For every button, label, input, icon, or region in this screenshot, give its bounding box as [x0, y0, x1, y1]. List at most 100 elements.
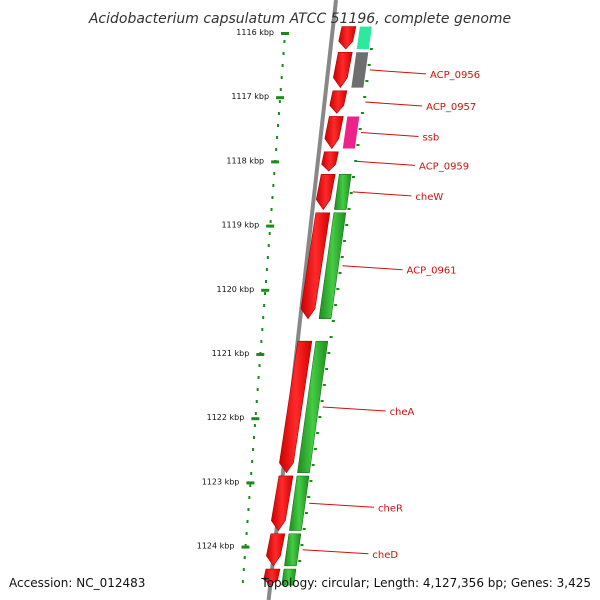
feature-ruler-dot [336, 288, 340, 290]
ruler-tick-label: 1122 kbp [207, 413, 245, 422]
feature-ruler-dot [316, 432, 320, 434]
ruler-dot [278, 100, 281, 103]
feature-ruler-dot [334, 304, 338, 306]
feature-block [284, 533, 302, 567]
ruler-dot [253, 424, 256, 427]
gene-label: ssb [422, 133, 439, 144]
ruler-dot [252, 436, 255, 439]
ruler-dot [282, 52, 285, 55]
gene-label-line [365, 101, 423, 107]
feature-ruler-dot [318, 416, 322, 418]
feature-ruler-dot [369, 48, 373, 50]
ruler-dot [273, 172, 276, 175]
feature-ruler-dot [360, 112, 364, 114]
feature-ruler-dot [367, 64, 371, 66]
ruler-dot [276, 124, 279, 127]
feature-ruler-dot [356, 144, 360, 146]
feature-ruler-dot [302, 528, 306, 530]
cds-arrow [300, 212, 331, 320]
feature-ruler-dot [331, 320, 335, 322]
cds-track [263, 26, 357, 586]
ruler-dot [276, 136, 279, 139]
ruler-dot [254, 412, 257, 415]
ruler-dot [248, 496, 251, 499]
ruler-dot [249, 484, 252, 487]
ruler-dot [242, 568, 245, 571]
feature-ruler-dot [329, 336, 333, 338]
feature-ruler-dot [307, 496, 311, 498]
ruler-dot [279, 88, 282, 91]
gene-label: cheR [378, 503, 403, 514]
ruler-dot [243, 556, 246, 559]
ruler-dot [244, 544, 247, 547]
feature-ruler-dot [327, 352, 331, 354]
ruler-dot [258, 364, 261, 367]
feature-track [281, 26, 372, 586]
ruler-dot [252, 448, 255, 451]
ruler-tick [241, 545, 250, 549]
ruler-dot [261, 328, 264, 331]
cds-arrow [266, 533, 286, 567]
gene-label: ACP_0959 [419, 161, 469, 172]
feature-block [351, 52, 369, 88]
ruler-dot [265, 268, 268, 271]
feature-ruler-dot [304, 512, 308, 514]
ruler-dot [275, 148, 278, 151]
ruler-tick-label: 1120 kbp [217, 285, 255, 294]
feature-block [318, 212, 347, 319]
ruler-tick-label: 1118 kbp [226, 156, 264, 165]
feature-ruler-dot [320, 400, 324, 402]
topology-text: Topology: circular; Length: 4,127,356 bp… [260, 576, 591, 590]
ruler-dot [262, 316, 265, 319]
cds-arrow [315, 173, 336, 211]
feature-ruler-dot [300, 544, 304, 546]
ruler-dot [257, 376, 260, 379]
feature-ruler-dot [325, 368, 329, 370]
feature-block [289, 475, 310, 531]
cds-arrow [271, 475, 294, 532]
gene-label: ACP_0957 [426, 102, 476, 113]
feature-ruler-dot [309, 480, 313, 482]
ruler-dot [271, 196, 274, 199]
feature-ruler-dot [358, 128, 362, 130]
feature-ruler-dot [365, 80, 369, 82]
ruler-tick [276, 96, 285, 100]
ruler-dot [263, 304, 266, 307]
cds-arrow [279, 340, 313, 474]
ruler-dot [250, 472, 253, 475]
ruler-dot [260, 340, 263, 343]
feature-ruler-dot [351, 176, 355, 178]
ruler-dot [241, 580, 244, 583]
gene-label-line [309, 502, 375, 508]
ruler-dot [280, 76, 283, 79]
ruler-tick-label: 1124 kbp [197, 542, 235, 551]
ruler-dot [269, 220, 272, 223]
ruler-tick [246, 481, 255, 485]
ruler-tick [266, 224, 275, 228]
feature-block [281, 568, 297, 586]
ruler-tick [271, 160, 280, 164]
feature-ruler-dot [354, 160, 358, 162]
cds-arrow [338, 26, 357, 50]
gene-label-line [356, 160, 416, 166]
kbp-ruler: 1116 kbp 1117 kbp 1118 kbp 1119 kbp 1120 kbp… [197, 28, 373, 583]
ruler-tick-label: 1123 kbp [202, 477, 240, 486]
feature-ruler-dot [338, 272, 342, 274]
ruler-dot [246, 520, 249, 523]
gene-label-line [322, 406, 386, 412]
ruler-tick-label: 1116 kbp [236, 28, 274, 37]
ruler-dot [277, 112, 280, 115]
cds-arrow [329, 90, 348, 114]
ruler-dot [270, 208, 273, 211]
gene-label: ACP_0961 [407, 266, 457, 277]
gene-label-line [302, 549, 369, 555]
ruler-dot [268, 232, 271, 235]
ruler-dot [255, 400, 258, 403]
ruler-tick-label: 1119 kbp [221, 221, 259, 230]
feature-ruler-dot [340, 256, 344, 258]
ruler-dot [264, 280, 267, 283]
ruler-dot [245, 532, 248, 535]
ruler-dot [283, 40, 286, 43]
